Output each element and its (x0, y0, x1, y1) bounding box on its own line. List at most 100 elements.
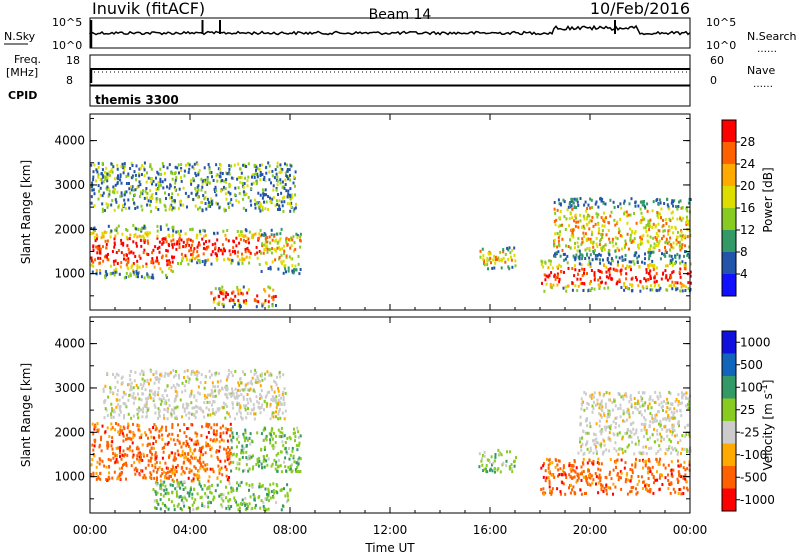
range-cell (685, 486, 688, 490)
range-cell (289, 467, 292, 471)
range-cell (204, 451, 207, 455)
range-cell (572, 485, 575, 489)
range-cell (92, 244, 95, 248)
range-cell (685, 391, 688, 395)
range-cell (558, 263, 561, 267)
range-cell (596, 398, 599, 402)
range-cell (569, 467, 572, 471)
range-cell (123, 162, 126, 166)
range-cell (663, 229, 666, 233)
range-cell (679, 199, 682, 203)
range-cell (673, 283, 676, 287)
range-cell (142, 238, 145, 242)
range-cell (184, 496, 187, 500)
range-cell (219, 480, 222, 484)
range-cell (259, 506, 262, 510)
range-cell (666, 416, 669, 420)
range-cell (281, 180, 284, 184)
range-cell (595, 482, 597, 486)
range-cell (219, 287, 222, 291)
range-cell (612, 432, 615, 436)
range-cell (649, 420, 652, 424)
range-cell (282, 185, 285, 189)
range-cell (196, 245, 199, 249)
range-cell (204, 260, 207, 264)
range-cell (569, 491, 572, 495)
range-cell (110, 162, 113, 166)
range-cell (238, 457, 241, 461)
range-cell (197, 171, 200, 175)
range-cell (138, 406, 141, 410)
range-cell (591, 258, 594, 262)
range-cell (126, 447, 129, 451)
range-cell (286, 436, 289, 440)
range-cell (109, 458, 112, 462)
range-cell (552, 283, 555, 287)
range-cell (612, 200, 615, 204)
range-cell (250, 182, 253, 186)
range-cell (214, 287, 217, 291)
range-cell (282, 210, 285, 213)
range-cell (612, 482, 615, 486)
range-cell (195, 410, 198, 414)
range-cell (621, 447, 624, 451)
range-cell (284, 264, 287, 268)
range-cell (656, 470, 658, 474)
range-cell (115, 446, 118, 450)
range-cell (649, 395, 652, 399)
range-cell (626, 264, 629, 268)
range-cell (169, 437, 172, 441)
range-cell (205, 207, 208, 211)
range-cell (272, 288, 275, 292)
range-cell (647, 484, 650, 487)
freq-right-tick-bottom: 0 (710, 74, 717, 87)
range-cell (126, 237, 129, 241)
range-cell (196, 370, 199, 374)
range-cell (297, 254, 300, 258)
range-cell (127, 257, 130, 261)
range-cell (145, 415, 148, 419)
range-cell (582, 452, 585, 456)
range-cell (190, 180, 193, 184)
range-cell (112, 451, 115, 455)
range-cell (242, 299, 245, 303)
range-cell (491, 469, 494, 473)
range-cell (247, 469, 250, 473)
range-cell (556, 274, 559, 278)
range-cell (597, 476, 600, 480)
range-cell (210, 262, 213, 266)
range-cell (166, 249, 169, 253)
range-cell (637, 391, 640, 394)
range-cell (269, 265, 272, 269)
range-cell (651, 226, 654, 229)
range-cell (199, 453, 202, 457)
range-cell (113, 408, 116, 412)
range-cell (299, 434, 302, 438)
range-cell (96, 428, 99, 432)
range-cell (601, 224, 604, 228)
range-cell (671, 446, 674, 450)
range-cell (608, 431, 611, 435)
range-cell (257, 191, 260, 195)
range-cell (203, 386, 206, 390)
range-cell (242, 258, 245, 262)
range-cell (146, 239, 149, 243)
range-cell (109, 235, 112, 239)
range-cell (254, 506, 257, 510)
range-cell (103, 416, 106, 420)
range-cell (179, 495, 182, 498)
range-cell (611, 240, 614, 244)
range-cell (232, 246, 235, 250)
range-cell (143, 225, 146, 228)
range-cell (130, 250, 133, 254)
range-cell (225, 468, 228, 471)
range-cell (600, 488, 603, 492)
time-axis-ticks: 00:00 04:00 08:00 12:00 16:00 20:00 00:00 (73, 114, 707, 537)
range-cell (230, 469, 233, 473)
range-cell (578, 249, 581, 253)
range-cell (672, 200, 674, 204)
range-cell (251, 175, 253, 179)
range-cell (619, 403, 622, 407)
range-cell (219, 426, 222, 430)
range-cell (237, 292, 240, 296)
